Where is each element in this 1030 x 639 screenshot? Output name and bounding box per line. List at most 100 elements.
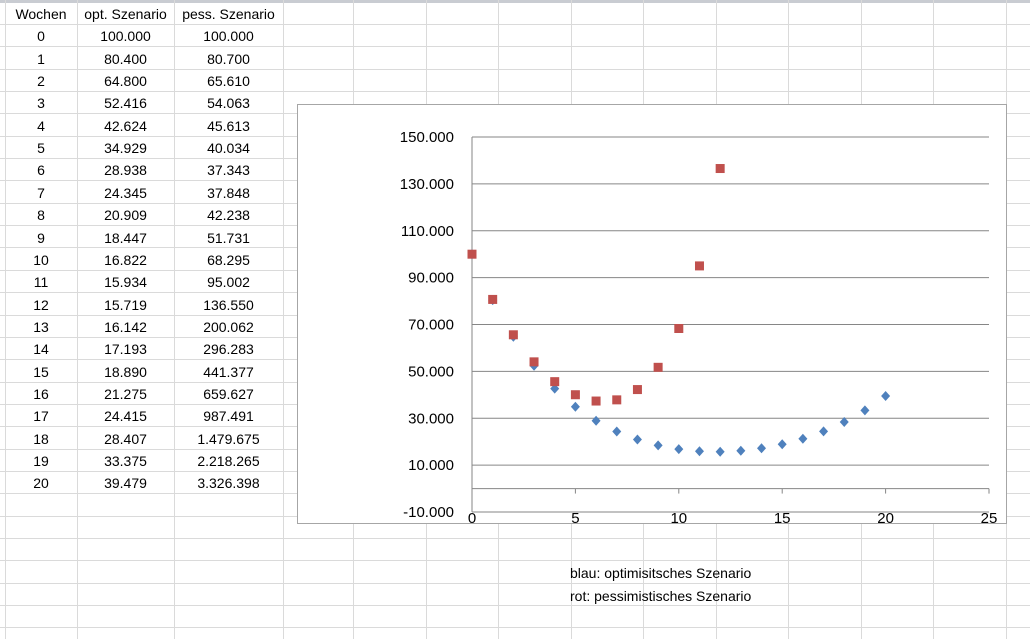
pess-point (529, 357, 539, 367)
note-red[interactable]: rot: pessimistisches Szenario (570, 588, 752, 604)
column-line (77, 0, 78, 639)
cell-pess[interactable]: 80.700 (207, 51, 250, 67)
cell-pess[interactable]: 296.283 (203, 341, 254, 357)
cell-week[interactable]: 8 (37, 207, 45, 223)
y-tick-label: 90.000 (408, 270, 454, 287)
row-line (0, 583, 1030, 584)
row-line (0, 538, 1030, 539)
row-line (0, 69, 1030, 70)
cell-opt[interactable]: 100.000 (100, 28, 151, 44)
cell-pess[interactable]: 95.002 (207, 274, 250, 290)
cell-pess[interactable]: 37.848 (207, 185, 250, 201)
column-header[interactable]: Wochen (15, 6, 67, 22)
pess-point (570, 390, 580, 400)
opt-point (694, 446, 704, 457)
cell-pess[interactable]: 1.479.675 (197, 431, 260, 447)
cell-week[interactable]: 13 (33, 319, 49, 335)
cell-week[interactable]: 9 (37, 230, 45, 246)
cell-week[interactable]: 15 (33, 364, 49, 380)
cell-week[interactable]: 20 (33, 475, 49, 491)
cell-opt[interactable]: 16.142 (104, 319, 147, 335)
x-tick-label: 0 (468, 510, 476, 525)
cell-pess[interactable]: 659.627 (203, 386, 254, 402)
cell-week[interactable]: 17 (33, 408, 49, 424)
cell-opt[interactable]: 24.415 (104, 408, 147, 424)
cell-opt[interactable]: 34.929 (104, 140, 147, 156)
row-line (0, 91, 1030, 92)
cell-opt[interactable]: 17.193 (104, 341, 147, 357)
cell-opt[interactable]: 52.416 (104, 95, 147, 111)
pess-point (632, 385, 642, 395)
cell-opt[interactable]: 28.407 (104, 431, 147, 447)
cell-pess[interactable]: 65.610 (207, 73, 250, 89)
x-tick-label: 20 (877, 510, 894, 525)
cell-opt[interactable]: 42.624 (104, 118, 147, 134)
column-header[interactable]: pess. Szenario (182, 6, 275, 22)
cell-pess[interactable]: 2.218.265 (197, 453, 260, 469)
cell-week[interactable]: 6 (37, 162, 45, 178)
cell-week[interactable]: 12 (33, 297, 49, 313)
row-line (0, 46, 1030, 47)
cell-week[interactable]: 18 (33, 431, 49, 447)
cell-opt[interactable]: 18.890 (104, 364, 147, 380)
cell-opt[interactable]: 39.479 (104, 475, 147, 491)
cell-pess[interactable]: 45.613 (207, 118, 250, 134)
x-tick-label: 5 (571, 510, 579, 525)
cell-opt[interactable]: 18.447 (104, 230, 147, 246)
cell-pess[interactable]: 987.491 (203, 408, 254, 424)
cell-pess[interactable]: 40.034 (207, 140, 250, 156)
cell-week[interactable]: 19 (33, 453, 49, 469)
cell-week[interactable]: 14 (33, 341, 49, 357)
opt-point (632, 434, 642, 445)
scatter-chart[interactable]: -10.000 10.000 30.000 50.000 70.000 90.000 110… (297, 104, 1007, 525)
column-header[interactable]: opt. Szenario (84, 6, 167, 22)
cell-week[interactable]: 0 (37, 28, 45, 44)
cell-week[interactable]: 1 (37, 51, 45, 67)
cell-pess[interactable]: 441.377 (203, 364, 254, 380)
cell-opt[interactable]: 16.822 (104, 252, 147, 268)
cell-week[interactable]: 3 (37, 95, 45, 111)
opt-point (798, 433, 808, 444)
pess-point (467, 249, 477, 259)
cell-week[interactable]: 7 (37, 185, 45, 201)
cell-pess[interactable]: 200.062 (203, 319, 254, 335)
cell-week[interactable]: 4 (37, 118, 45, 134)
cell-pess[interactable]: 68.295 (207, 252, 250, 268)
cell-pess[interactable]: 42.238 (207, 207, 250, 223)
pess-point (694, 261, 704, 271)
y-tick-label: -10.000 (403, 504, 454, 521)
cell-week[interactable]: 11 (33, 274, 49, 290)
cell-opt[interactable]: 15.719 (104, 297, 147, 313)
cell-pess[interactable]: 51.731 (207, 230, 250, 246)
cell-opt[interactable]: 64.800 (104, 73, 147, 89)
column-line (283, 0, 284, 639)
cell-week[interactable]: 16 (33, 386, 49, 402)
y-tick-label: 30.000 (408, 410, 454, 427)
cell-pess[interactable]: 3.326.398 (197, 475, 260, 491)
cell-opt[interactable]: 28.938 (104, 162, 147, 178)
pess-point (508, 330, 518, 340)
opt-point (777, 439, 787, 450)
cell-pess[interactable]: 37.343 (207, 162, 250, 178)
opt-point (819, 426, 829, 437)
cell-opt[interactable]: 15.934 (104, 274, 147, 290)
cell-pess[interactable]: 54.063 (207, 95, 250, 111)
x-tick-label: 10 (670, 510, 687, 525)
row-line (0, 605, 1030, 606)
opt-point (736, 445, 746, 456)
column-line (174, 0, 175, 639)
cell-opt[interactable]: 24.345 (104, 185, 147, 201)
cell-opt[interactable]: 33.375 (104, 453, 147, 469)
cell-week[interactable]: 2 (37, 73, 45, 89)
y-tick-label: 10.000 (408, 457, 454, 474)
opt-point (612, 426, 622, 437)
note-blue[interactable]: blau: optimisitsches Szenario (570, 565, 752, 581)
cell-opt[interactable]: 21.275 (104, 386, 147, 402)
cell-pess[interactable]: 136.550 (203, 297, 254, 313)
cell-pess[interactable]: 100.000 (203, 28, 254, 44)
cell-opt[interactable]: 20.909 (104, 207, 147, 223)
pess-point (488, 294, 498, 304)
cell-week[interactable]: 10 (33, 252, 49, 268)
cell-opt[interactable]: 80.400 (104, 51, 147, 67)
cell-week[interactable]: 5 (37, 140, 45, 156)
